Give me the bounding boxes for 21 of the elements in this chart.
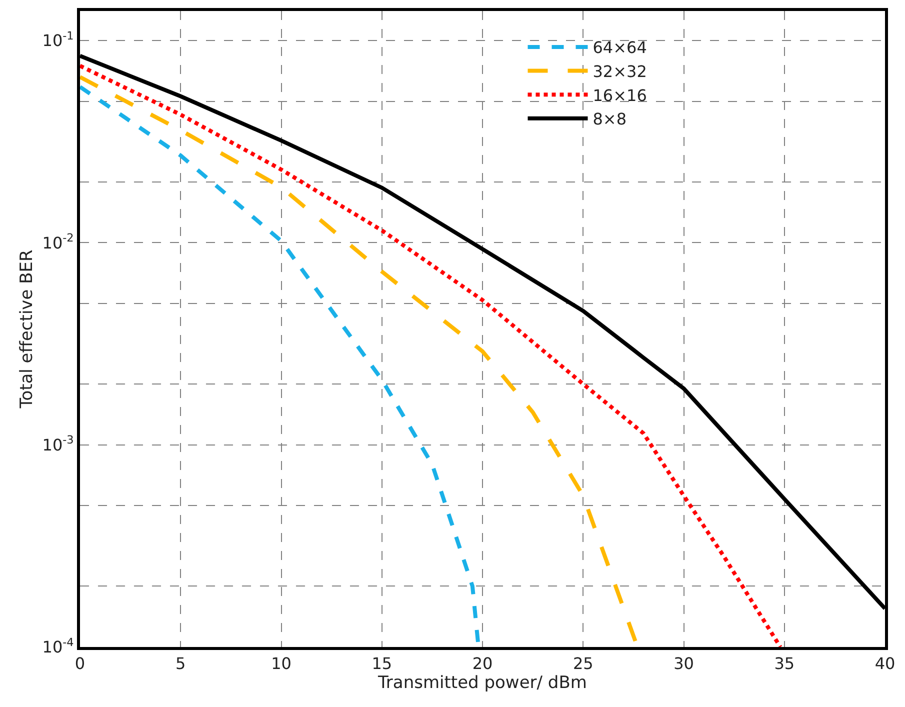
y-tick-label: 10$^{-4}$ xyxy=(42,636,74,657)
x-tick-label: 30 xyxy=(674,654,694,674)
x-tick-label: 5 xyxy=(176,654,186,674)
line-series xyxy=(80,64,782,647)
legend-label: 8×8 xyxy=(592,110,627,129)
x-axis-title: Transmitted power/ dBm xyxy=(377,673,587,694)
x-tick-label: 20 xyxy=(472,654,493,674)
y-tick-label: 10$^{-2}$ xyxy=(42,232,74,252)
legend-label: 64×64 xyxy=(592,38,647,58)
x-tick-label: 40 xyxy=(874,654,896,674)
y-tick-label: 10$^{-3}$ xyxy=(42,434,74,454)
legend-label: 16×16 xyxy=(592,86,647,105)
legend-label: 32×32 xyxy=(592,62,647,82)
x-tick-label: 35 xyxy=(774,654,795,674)
x-tick-label: 25 xyxy=(572,654,594,674)
x-tick-label: 10 xyxy=(271,654,292,674)
y-axis-title: Total effective BER xyxy=(16,250,37,410)
x-tick-label: 15 xyxy=(372,654,392,674)
x-tick-label: 0 xyxy=(74,654,86,674)
line-series xyxy=(80,54,885,611)
y-tick-label: 10$^{-1}$ xyxy=(42,29,74,50)
